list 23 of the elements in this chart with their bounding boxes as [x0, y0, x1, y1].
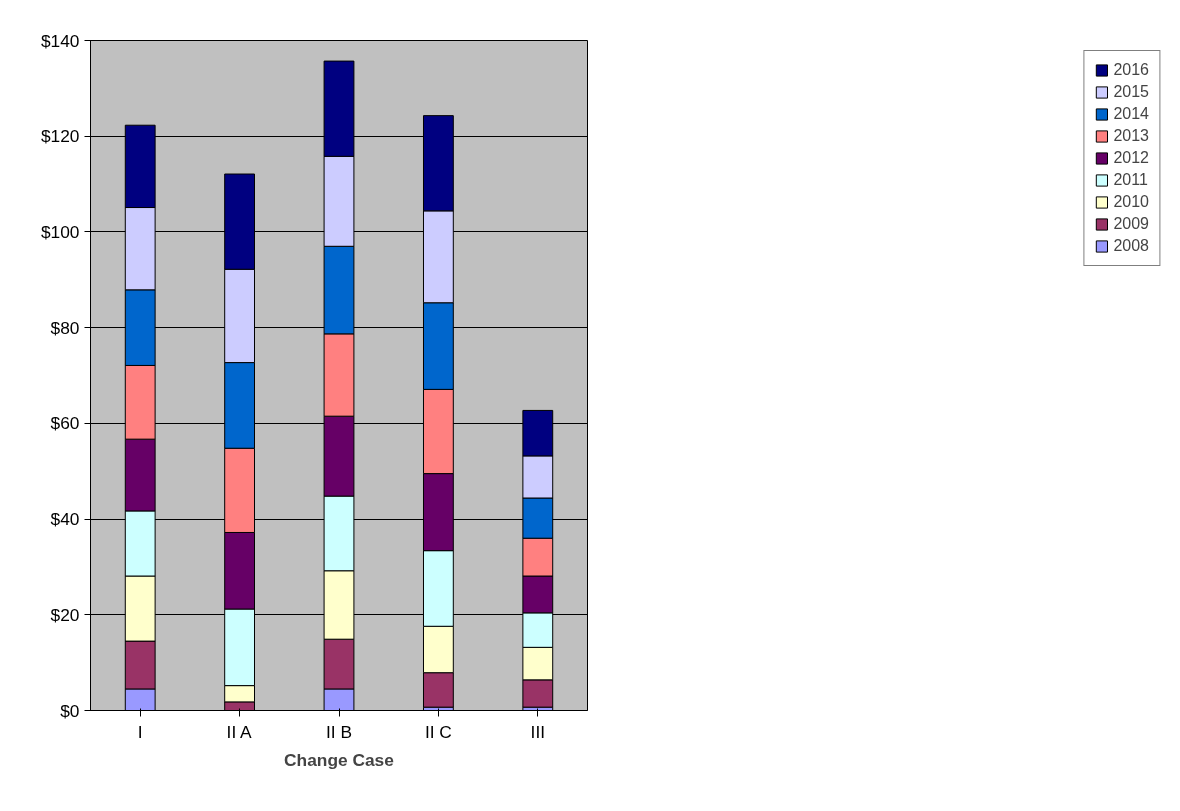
legend-label: 2009: [1113, 215, 1149, 233]
y-tick-label: $120: [40, 126, 80, 147]
legend-label: 2008: [1113, 237, 1149, 255]
x-tick-label: II A: [226, 721, 253, 742]
legend-label: 2012: [1113, 149, 1149, 167]
y-tick-label: $20: [50, 604, 80, 625]
y-tick-label: $60: [50, 413, 80, 434]
x-tick-label: III: [530, 721, 546, 742]
legend-label: 2011: [1113, 171, 1148, 189]
legend-label: 2013: [1113, 127, 1149, 145]
x-tick-label: II C: [424, 721, 452, 742]
y-tick-label: $100: [40, 221, 80, 242]
legend-label: 2014: [1113, 105, 1149, 123]
y-tick-label: $140: [40, 30, 80, 51]
x-tick-label: I: [137, 721, 143, 742]
y-tick-label: $40: [50, 509, 80, 530]
legend-label: 2010: [1113, 193, 1149, 211]
legend-label: 2015: [1113, 83, 1149, 101]
x-tick-label: II B: [326, 721, 353, 742]
y-tick-label: $0: [60, 700, 80, 721]
x-axis-title: Change Case: [284, 749, 395, 770]
legend-label: 2016: [1113, 61, 1149, 79]
y-tick-label: $80: [50, 317, 80, 338]
